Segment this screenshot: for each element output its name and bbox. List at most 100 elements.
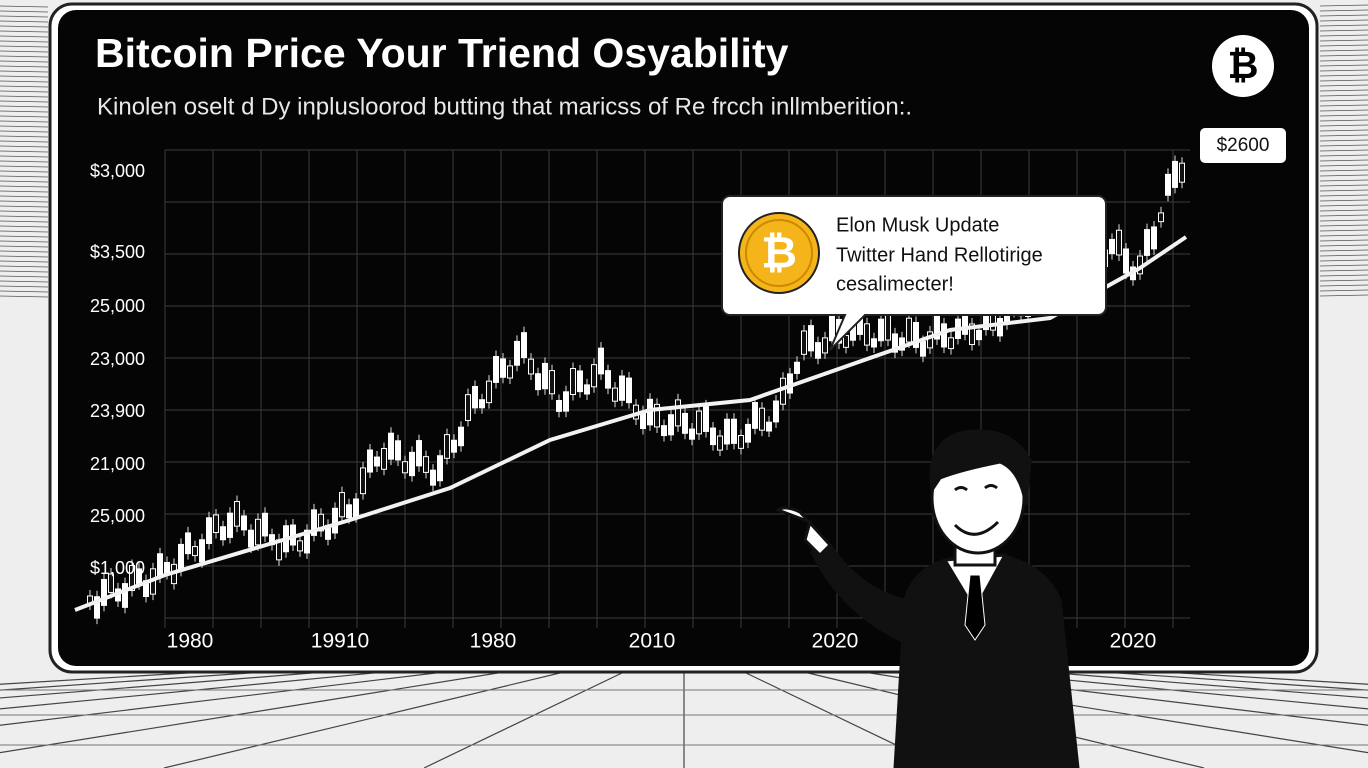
- candle-body: [360, 467, 366, 495]
- hatch-line: [0, 290, 49, 293]
- candle-body: [472, 386, 478, 409]
- candle-body: [794, 361, 800, 374]
- floor-line: [1043, 671, 1368, 699]
- candle-body: [871, 338, 877, 348]
- candle-body: [549, 370, 555, 395]
- candle-body: [1172, 160, 1178, 188]
- hatch-line: [0, 265, 49, 268]
- candle-body: [542, 362, 548, 390]
- candle-body: [479, 399, 485, 409]
- coin: [738, 212, 820, 294]
- candle-body: [682, 412, 688, 434]
- candle-body: [1165, 173, 1171, 196]
- candle-body: [129, 565, 135, 591]
- floor-line: [0, 671, 265, 691]
- candle-body: [780, 377, 786, 405]
- hatch-line: [1319, 174, 1368, 177]
- candle-body: [346, 504, 352, 519]
- hatch-line: [1319, 279, 1368, 282]
- floor-line: [0, 671, 505, 754]
- hatch-line: [0, 135, 49, 138]
- logo-symbol: ₿: [1228, 45, 1259, 87]
- title: Bitcoin Price Your Triend Osyability: [95, 30, 789, 76]
- hatch-line: [1319, 199, 1368, 202]
- hatch-line: [0, 160, 49, 163]
- candle-body: [752, 402, 758, 429]
- candle-body: [654, 403, 660, 428]
- hatch-line: [1319, 84, 1368, 87]
- candle-body: [423, 456, 429, 473]
- coin-symbol: ₿: [761, 229, 797, 278]
- hatch-line: [1319, 159, 1368, 162]
- candle-body: [773, 400, 779, 423]
- y-axis-labels: $3,000 $3,500 25,000 23,000 23,900 21,000 25,0…: [90, 161, 145, 578]
- hatch-line: [1319, 29, 1368, 32]
- hatch-line: [1319, 194, 1368, 197]
- hatch-line: [1319, 64, 1368, 67]
- candle-body: [437, 455, 443, 482]
- candle-body: [703, 405, 709, 432]
- hatch-line: [0, 65, 49, 68]
- candle-body: [255, 518, 261, 546]
- hatch-line: [0, 120, 49, 123]
- candle-body: [759, 407, 765, 431]
- candle-body: [598, 347, 604, 375]
- hatch-line: [0, 170, 49, 173]
- candle-body: [1109, 238, 1115, 255]
- candle-body: [696, 410, 702, 435]
- hatch-line: [1319, 189, 1368, 192]
- candle-body: [430, 469, 436, 486]
- hatch-line: [1319, 224, 1368, 227]
- hatch-line: [0, 35, 49, 38]
- hatch-line: [1319, 139, 1368, 142]
- hatch-line: [1319, 124, 1368, 127]
- x-axis-label: 2010: [629, 630, 676, 653]
- price-badge-text: $2600: [1217, 135, 1270, 156]
- candle-body: [192, 546, 198, 557]
- candle-body: [822, 337, 828, 354]
- hatch-line: [1319, 119, 1368, 122]
- hatch-line: [0, 280, 49, 283]
- candle-body: [318, 513, 324, 532]
- hatch-line: [1319, 214, 1368, 217]
- hatch-line: [1319, 154, 1368, 157]
- hatch-line: [0, 150, 49, 153]
- hatch-line: [0, 5, 49, 8]
- candle-body: [528, 358, 534, 375]
- candle-body: [675, 399, 681, 427]
- candle-body: [815, 342, 821, 359]
- x-axis-label: 1980: [167, 630, 214, 653]
- hatch-line: [0, 285, 49, 288]
- candle-body: [339, 492, 345, 518]
- candle-body: [556, 399, 562, 412]
- floor-line: [0, 671, 385, 710]
- hatch-line: [0, 30, 49, 33]
- candle-body: [108, 573, 114, 593]
- hatch-line: [1319, 39, 1368, 42]
- hatch-line: [1319, 89, 1368, 92]
- hatch-line: [1319, 169, 1368, 172]
- candle-body: [311, 509, 317, 536]
- hatch-line: [1319, 289, 1368, 292]
- hatch-line: [1319, 44, 1368, 47]
- hatch-line: [0, 190, 49, 193]
- hatch-line: [0, 165, 49, 168]
- hatch-line: [0, 215, 49, 218]
- candle-body: [262, 512, 268, 537]
- candle-body: [381, 448, 387, 470]
- tie: [964, 574, 986, 641]
- hatch-line: [1319, 54, 1368, 57]
- candle-body: [584, 384, 590, 395]
- hatch-line: [1319, 134, 1368, 137]
- floor-line: [0, 671, 445, 726]
- callout-line: Twitter Hand Rellotirige: [836, 244, 1043, 266]
- candle-body: [332, 507, 338, 534]
- candle-body: [500, 358, 506, 378]
- candle-body: [577, 370, 583, 393]
- candle-body: [395, 440, 401, 461]
- x-axis-labels: 1980 19910 1980 2010 2020 2020: [167, 630, 1157, 653]
- hatch-line: [1319, 144, 1368, 147]
- candle-body: [227, 512, 233, 538]
- hatch-line: [0, 130, 49, 133]
